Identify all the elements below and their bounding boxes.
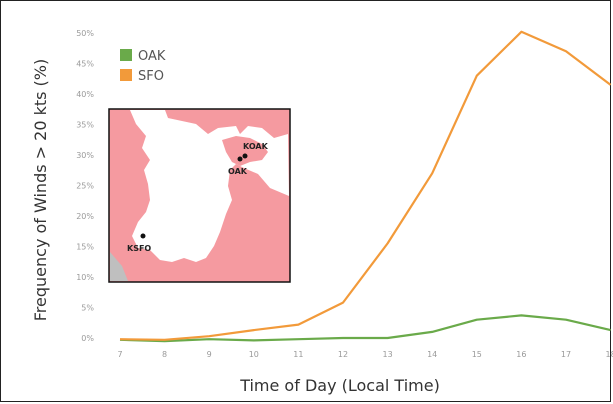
oak-marker	[237, 156, 243, 162]
x-tick-label: 18	[606, 350, 613, 359]
x-tick-label: 9	[207, 350, 212, 359]
y-tick-label: 15%	[76, 243, 94, 252]
ksfo-label: KSFO	[127, 244, 151, 253]
legend-swatch-oak	[120, 49, 132, 61]
legend: OAK SFO	[120, 49, 166, 84]
y-tick-labels: 0% 5% 10% 15% 20% 25% 30% 35% 40% 45% 50%	[76, 29, 94, 343]
x-tick-label: 7	[117, 350, 122, 359]
x-tick-label: 13	[383, 350, 393, 359]
x-tick-label: 11	[293, 350, 303, 359]
y-tick-label: 10%	[76, 273, 94, 282]
x-tick-label: 16	[516, 350, 526, 359]
y-tick-label: 40%	[76, 90, 94, 99]
legend-swatch-sfo	[120, 69, 132, 81]
legend-label-sfo: SFO	[138, 69, 164, 84]
y-tick-label: 5%	[81, 304, 94, 313]
series-line-oak	[119, 314, 611, 343]
y-tick-label: 30%	[76, 151, 94, 160]
y-tick-label: 0%	[81, 334, 94, 343]
x-tick-label: 17	[561, 350, 571, 359]
y-tick-label: 20%	[76, 212, 94, 221]
x-tick-label: 15	[472, 350, 482, 359]
ocean-corner-shape	[110, 252, 128, 281]
x-tick-labels: 7 8 9 10 11 12 13 14 15 16 17 18	[117, 350, 613, 359]
x-tick-label: 14	[427, 350, 437, 359]
koak-label: KOAK	[243, 142, 269, 151]
y-tick-label: 45%	[76, 60, 94, 69]
legend-label-oak: OAK	[138, 49, 166, 64]
x-tick-label: 8	[162, 350, 167, 359]
x-axis-title: Time of Day (Local Time)	[239, 376, 440, 395]
oak-label: OAK	[228, 167, 248, 176]
series-lines	[119, 30, 612, 343]
series-line-sfo	[119, 30, 612, 341]
ksfo-marker	[140, 233, 146, 239]
east-bay-land-shape	[222, 136, 268, 166]
x-tick-label: 10	[249, 350, 259, 359]
y-tick-label: 50%	[76, 29, 94, 38]
y-tick-label: 25%	[76, 182, 94, 191]
x-tick-label: 12	[338, 350, 348, 359]
y-tick-label: 35%	[76, 121, 94, 130]
koak-marker	[242, 153, 248, 159]
inset-map: KOAK OAK KSFO	[108, 108, 291, 283]
y-axis-title: Frequency of Winds > 20 kts (%)	[31, 59, 50, 321]
